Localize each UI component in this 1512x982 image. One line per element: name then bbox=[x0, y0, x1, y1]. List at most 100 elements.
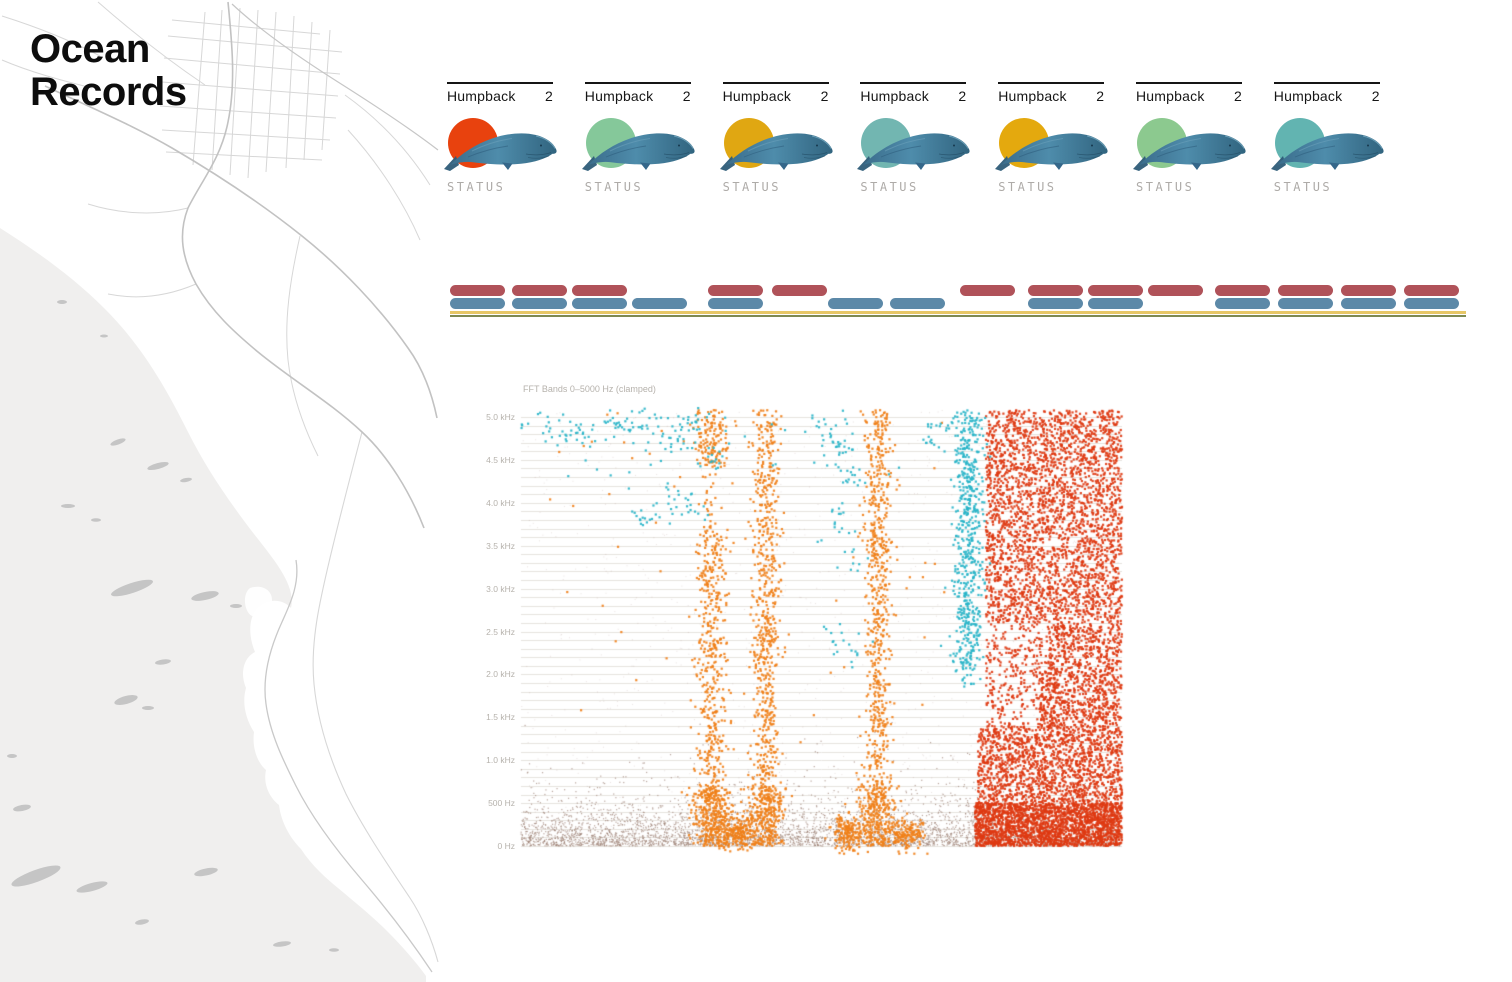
whale-icon bbox=[857, 133, 970, 171]
event-pill-blue[interactable] bbox=[450, 298, 505, 309]
event-pill-blue[interactable] bbox=[572, 298, 627, 309]
chart-title: FFT Bands 0–5000 Hz (clamped) bbox=[523, 384, 656, 394]
species-count: 2 bbox=[958, 88, 967, 104]
event-pill-red[interactable] bbox=[1341, 285, 1396, 296]
event-pill-red[interactable] bbox=[450, 285, 505, 296]
event-pill-red[interactable] bbox=[708, 285, 763, 296]
event-pill-blue[interactable] bbox=[1028, 298, 1083, 309]
whale-icon bbox=[719, 133, 833, 171]
species-count: 2 bbox=[682, 88, 691, 104]
event-pill-blue[interactable] bbox=[1404, 298, 1459, 309]
timeline-slot bbox=[1148, 285, 1203, 309]
timeline-slot bbox=[632, 285, 687, 309]
y-tick-label: 4.0 kHz bbox=[486, 497, 515, 508]
timeline-slot bbox=[1341, 285, 1396, 309]
page-title-line2: Records bbox=[30, 70, 187, 115]
map-sea bbox=[0, 228, 426, 982]
whale-card[interactable]: Humpback 2 STATUS bbox=[719, 82, 835, 202]
event-pill-red[interactable] bbox=[1088, 285, 1143, 296]
whale-card[interactable]: Humpback 2 STATUS bbox=[444, 82, 559, 202]
card-top-rule bbox=[998, 82, 1105, 84]
timeline-slot bbox=[1215, 285, 1270, 309]
y-tick-label: 3.5 kHz bbox=[486, 540, 515, 551]
event-pill-blue[interactable] bbox=[512, 298, 567, 309]
whale-icon bbox=[1270, 133, 1384, 171]
whale-card[interactable]: Humpback 2 STATUS bbox=[857, 82, 972, 202]
timeline-rule-yellow bbox=[450, 311, 1466, 314]
whale-icon bbox=[995, 133, 1108, 171]
event-pill-blue[interactable] bbox=[708, 298, 763, 309]
species-label: Humpback bbox=[447, 88, 516, 104]
whale-card[interactable]: Humpback 2 STATUS bbox=[1133, 82, 1248, 202]
event-pill-blue[interactable] bbox=[1215, 298, 1270, 309]
event-pill-blue[interactable] bbox=[1088, 298, 1143, 309]
map-roads bbox=[1, 1, 439, 973]
event-pill-red[interactable] bbox=[1404, 285, 1459, 296]
card-top-rule bbox=[584, 82, 691, 84]
card-top-rule bbox=[1273, 82, 1380, 84]
timeline-slot bbox=[890, 285, 945, 309]
status-label: STATUS bbox=[998, 180, 1057, 194]
timeline-rule-olive bbox=[450, 315, 1466, 317]
y-tick-label: 2.5 kHz bbox=[486, 626, 515, 637]
card-top-rule bbox=[447, 82, 553, 84]
fft-scatter-chart[interactable] bbox=[440, 376, 1140, 876]
timeline-slot bbox=[828, 285, 883, 309]
whale-card[interactable]: Humpback 2 STATUS bbox=[581, 82, 697, 202]
species-count: 2 bbox=[1371, 88, 1380, 104]
y-tick-label: 4.5 kHz bbox=[486, 454, 515, 465]
status-label: STATUS bbox=[860, 180, 919, 194]
species-label: Humpback bbox=[998, 88, 1067, 104]
y-tick-label: 1.0 kHz bbox=[486, 755, 515, 766]
event-pill-red[interactable] bbox=[1148, 285, 1203, 296]
status-label: STATUS bbox=[1273, 180, 1333, 194]
timeline-slot bbox=[1088, 285, 1143, 309]
event-pill-red[interactable] bbox=[512, 285, 567, 296]
timeline-slot bbox=[1278, 285, 1333, 309]
species-count: 2 bbox=[545, 88, 553, 104]
whale-card[interactable]: Humpback 2 STATUS bbox=[1270, 82, 1386, 202]
event-pill-red[interactable] bbox=[960, 285, 1015, 296]
species-count: 2 bbox=[1234, 88, 1242, 104]
species-label: Humpback bbox=[1273, 88, 1343, 104]
whale-figure bbox=[1268, 115, 1390, 177]
event-pill-red[interactable] bbox=[572, 285, 627, 296]
map-background bbox=[0, 1, 439, 982]
event-pill-red[interactable] bbox=[772, 285, 827, 296]
whale-figure bbox=[579, 115, 701, 177]
event-pill-blue[interactable] bbox=[828, 298, 883, 309]
status-label: STATUS bbox=[584, 180, 644, 194]
y-tick-label: 2.0 kHz bbox=[486, 669, 515, 680]
event-pill-red[interactable] bbox=[1278, 285, 1333, 296]
whale-figure bbox=[992, 115, 1114, 177]
whale-card[interactable]: Humpback 2 STATUS bbox=[995, 82, 1110, 202]
status-label: STATUS bbox=[1136, 180, 1195, 194]
y-tick-label: 500 Hz bbox=[488, 798, 515, 809]
whale-icon bbox=[444, 133, 557, 171]
status-label: STATUS bbox=[722, 180, 781, 194]
species-count: 2 bbox=[1096, 88, 1105, 104]
y-tick-label: 5.0 kHz bbox=[486, 412, 515, 422]
whale-figure bbox=[441, 115, 563, 177]
y-tick-label: 0 Hz bbox=[497, 841, 515, 851]
y-tick-label: 1.5 kHz bbox=[486, 712, 515, 723]
event-pill-blue[interactable] bbox=[1341, 298, 1396, 309]
event-pill-red[interactable] bbox=[1028, 285, 1083, 296]
timeline-slot bbox=[512, 285, 567, 309]
species-count: 2 bbox=[820, 88, 829, 104]
species-label: Humpback bbox=[1136, 88, 1205, 104]
event-pill-blue[interactable] bbox=[1278, 298, 1333, 309]
timeline-slot bbox=[1028, 285, 1083, 309]
map-islets bbox=[7, 300, 339, 952]
event-pill-red[interactable] bbox=[1215, 285, 1270, 296]
card-top-rule bbox=[860, 82, 967, 84]
event-pill-blue[interactable] bbox=[890, 298, 945, 309]
whale-icon bbox=[1133, 133, 1246, 171]
y-tick-label: 3.0 kHz bbox=[486, 583, 515, 594]
species-label: Humpback bbox=[860, 88, 929, 104]
timeline-slot bbox=[450, 285, 505, 309]
event-pill-blue[interactable] bbox=[632, 298, 687, 309]
page-title-line1: Ocean bbox=[30, 27, 150, 71]
whale-figure bbox=[717, 115, 839, 177]
species-label: Humpback bbox=[722, 88, 792, 104]
